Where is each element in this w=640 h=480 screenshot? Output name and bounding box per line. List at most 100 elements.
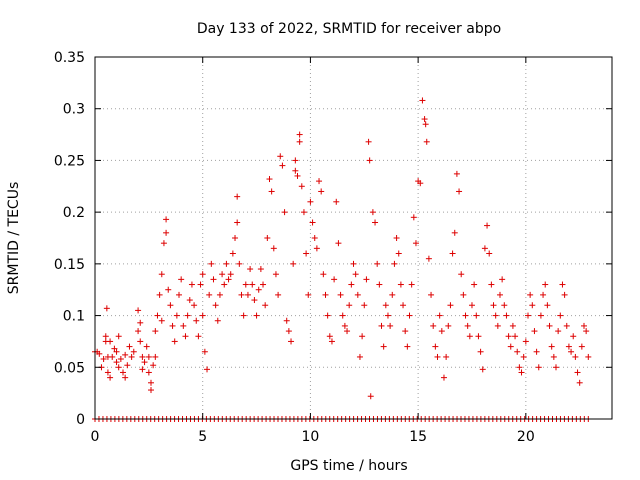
data-point (240, 312, 247, 319)
data-point (559, 281, 566, 288)
data-point (503, 312, 510, 319)
data-point (400, 302, 407, 309)
data-point (354, 291, 361, 298)
data-points (92, 97, 592, 422)
data-point (152, 353, 159, 360)
data-point (419, 97, 426, 104)
data-point (137, 319, 144, 326)
data-point (158, 271, 165, 278)
data-point (484, 222, 491, 229)
data-point (201, 348, 208, 355)
data-point (460, 291, 467, 298)
data-point (219, 271, 226, 278)
data-point (178, 276, 185, 283)
data-point (184, 312, 191, 319)
data-point (255, 286, 262, 293)
data-point (264, 235, 271, 241)
data-point (346, 302, 353, 309)
data-point (550, 353, 557, 360)
data-point (195, 333, 202, 340)
data-point (331, 276, 338, 283)
data-point (236, 260, 243, 267)
data-point (137, 338, 144, 345)
data-point (145, 369, 152, 376)
data-point (221, 281, 228, 288)
data-point (585, 353, 592, 360)
data-point (234, 193, 241, 200)
data-point (272, 271, 279, 278)
data-point (387, 322, 394, 329)
data-point (115, 333, 122, 340)
data-point (374, 260, 381, 267)
data-point (277, 153, 284, 160)
data-point (348, 281, 355, 288)
data-point (380, 343, 387, 350)
data-point (533, 348, 540, 355)
data-point (148, 387, 155, 394)
data-point (313, 245, 320, 252)
data-point (120, 369, 127, 376)
data-point (122, 374, 129, 381)
data-point (257, 266, 264, 273)
data-point (130, 348, 137, 355)
data-point (430, 322, 437, 329)
data-point (548, 343, 555, 350)
data-point (234, 219, 241, 226)
data-point (154, 312, 161, 319)
data-point (212, 302, 219, 309)
data-point (204, 366, 211, 373)
data-point (199, 312, 206, 319)
data-point (389, 291, 396, 298)
data-point (139, 366, 146, 373)
data-point (311, 235, 318, 241)
data-point (107, 338, 114, 345)
data-point (509, 322, 516, 329)
x-tick-label: 10 (302, 429, 320, 445)
grid-lines (95, 57, 612, 419)
data-point (210, 276, 217, 283)
data-point (516, 364, 523, 371)
data-point (199, 271, 206, 278)
data-point (393, 235, 400, 241)
data-point (563, 322, 570, 329)
data-point (432, 343, 439, 350)
x-tick-label: 5 (198, 429, 207, 445)
data-point (486, 250, 493, 257)
data-point (462, 312, 469, 319)
data-point (384, 312, 391, 319)
data-point (197, 281, 204, 288)
data-point (421, 116, 428, 123)
data-point (152, 328, 159, 335)
data-point (438, 328, 445, 335)
data-point (333, 198, 340, 205)
data-point (514, 348, 521, 355)
data-point (326, 333, 333, 340)
data-point (122, 351, 129, 358)
data-point (492, 312, 499, 319)
data-point (445, 322, 452, 329)
data-point (481, 245, 488, 252)
data-point (171, 338, 178, 345)
data-point (406, 312, 413, 319)
data-point (126, 343, 133, 350)
data-point (182, 333, 189, 340)
data-point (565, 343, 572, 350)
data-point (165, 286, 172, 293)
y-tick-label: 0.35 (54, 50, 85, 66)
data-point (227, 271, 234, 278)
data-point (391, 260, 398, 267)
data-point (361, 302, 368, 309)
data-point (546, 322, 553, 329)
data-point (574, 369, 581, 376)
data-point (292, 167, 299, 174)
data-point (561, 291, 568, 298)
data-point (365, 138, 372, 145)
data-point (214, 317, 221, 324)
data-point (425, 255, 432, 262)
data-point (557, 312, 564, 319)
data-point (499, 276, 506, 283)
data-point (229, 250, 236, 257)
data-point (339, 312, 346, 319)
data-point (303, 250, 310, 257)
data-point (244, 291, 251, 298)
